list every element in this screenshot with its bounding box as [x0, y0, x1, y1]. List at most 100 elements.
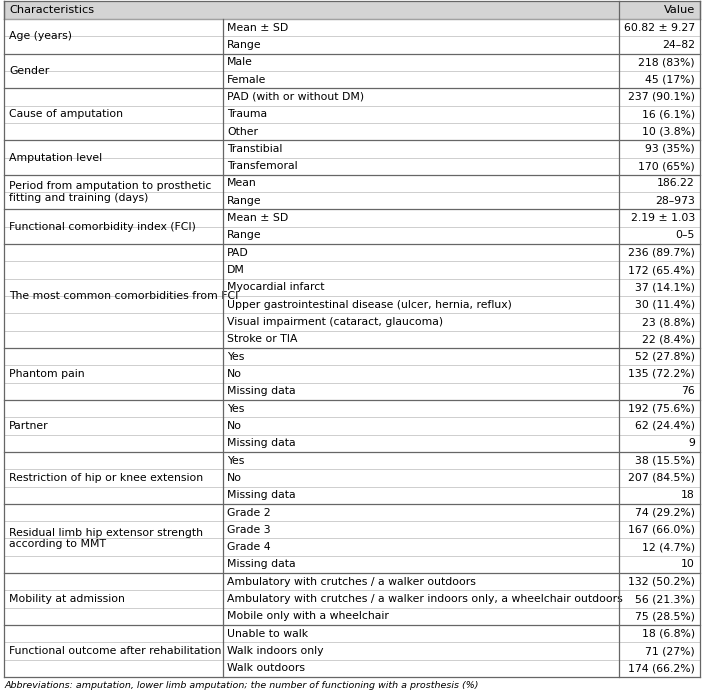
Text: Restriction of hip or knee extension: Restriction of hip or knee extension [9, 473, 203, 483]
Bar [4, 608, 700, 625]
Bar [4, 556, 700, 573]
Bar [4, 53, 700, 71]
Text: Yes: Yes [227, 455, 244, 466]
Text: 38 (15.5%): 38 (15.5%) [635, 455, 695, 466]
Text: 62 (24.4%): 62 (24.4%) [635, 421, 695, 431]
Text: Transfemoral: Transfemoral [227, 161, 298, 171]
Text: 218 (83%): 218 (83%) [639, 58, 695, 67]
Bar [4, 313, 700, 331]
Bar [4, 348, 700, 365]
Text: Transtibial: Transtibial [227, 144, 282, 154]
Text: 16 (6.1%): 16 (6.1%) [642, 109, 695, 119]
Bar [4, 1, 700, 19]
Text: 23 (8.8%): 23 (8.8%) [642, 317, 695, 327]
Bar [4, 244, 700, 261]
Bar [4, 209, 700, 227]
Text: Functional comorbidity index (FCI): Functional comorbidity index (FCI) [9, 222, 196, 231]
Bar [4, 435, 700, 452]
Text: DM: DM [227, 265, 245, 275]
Text: Mean: Mean [227, 179, 257, 188]
Bar [4, 105, 700, 123]
Bar [4, 469, 700, 486]
Text: PAD: PAD [227, 248, 249, 258]
Bar [4, 642, 700, 660]
Text: 28–973: 28–973 [655, 196, 695, 206]
Text: 93 (35%): 93 (35%) [646, 144, 695, 154]
Text: 12 (4.7%): 12 (4.7%) [642, 542, 695, 552]
Bar [4, 88, 700, 105]
Text: Range: Range [227, 40, 262, 50]
Bar [4, 660, 700, 677]
Text: Missing data: Missing data [227, 559, 296, 570]
Text: 186.22: 186.22 [658, 179, 695, 188]
Text: 170 (65%): 170 (65%) [639, 161, 695, 171]
Text: Functional outcome after rehabilitation: Functional outcome after rehabilitation [9, 646, 221, 656]
Text: Trauma: Trauma [227, 109, 268, 119]
Text: 132 (50.2%): 132 (50.2%) [628, 577, 695, 587]
Text: Missing data: Missing data [227, 490, 296, 500]
Bar [4, 452, 700, 469]
Text: Female: Female [227, 75, 267, 85]
Text: 167 (66.0%): 167 (66.0%) [628, 525, 695, 535]
Text: Range: Range [227, 196, 262, 206]
Bar [4, 123, 700, 140]
Text: 60.82 ± 9.27: 60.82 ± 9.27 [624, 23, 695, 33]
Bar [4, 175, 700, 192]
Text: Missing data: Missing data [227, 386, 296, 396]
Bar [4, 296, 700, 313]
Text: Grade 3: Grade 3 [227, 525, 271, 535]
Text: 192 (75.6%): 192 (75.6%) [628, 403, 695, 414]
Text: Other: Other [227, 127, 258, 137]
Bar [4, 36, 700, 53]
Text: Age (years): Age (years) [9, 31, 72, 42]
Text: Abbreviations: amputation, lower limb amputation; the number of functioning with: Abbreviations: amputation, lower limb am… [4, 681, 479, 690]
Bar [4, 227, 700, 244]
Bar [4, 590, 700, 608]
Text: 135 (72.2%): 135 (72.2%) [628, 369, 695, 379]
Bar [4, 521, 700, 538]
Text: No: No [227, 421, 242, 431]
Text: Cause of amputation: Cause of amputation [9, 109, 123, 119]
Bar [4, 157, 700, 175]
Text: Walk indoors only: Walk indoors only [227, 646, 324, 656]
Bar [4, 261, 700, 279]
Text: Myocardial infarct: Myocardial infarct [227, 282, 325, 292]
Text: Amputation level: Amputation level [9, 152, 102, 163]
Text: 172 (65.4%): 172 (65.4%) [628, 265, 695, 275]
Bar [4, 486, 700, 504]
Text: Range: Range [227, 231, 262, 240]
Text: Grade 2: Grade 2 [227, 507, 271, 518]
Text: Yes: Yes [227, 351, 244, 362]
Text: Unable to walk: Unable to walk [227, 629, 308, 639]
Text: No: No [227, 473, 242, 483]
Text: No: No [227, 369, 242, 379]
Text: Stroke or TIA: Stroke or TIA [227, 334, 298, 344]
Text: Walk outdoors: Walk outdoors [227, 663, 306, 674]
Text: Ambulatory with crutches / a walker indoors only, a wheelchair outdoors: Ambulatory with crutches / a walker indo… [227, 594, 623, 604]
Text: 71 (27%): 71 (27%) [646, 646, 695, 656]
Text: 237 (90.1%): 237 (90.1%) [628, 92, 695, 102]
Text: Mobile only with a wheelchair: Mobile only with a wheelchair [227, 611, 389, 622]
Text: Ambulatory with crutches / a walker outdoors: Ambulatory with crutches / a walker outd… [227, 577, 476, 587]
Bar [4, 140, 700, 157]
Bar [4, 19, 700, 36]
Text: 174 (66.2%): 174 (66.2%) [628, 663, 695, 674]
Bar [4, 573, 700, 590]
Text: 18: 18 [681, 490, 695, 500]
Bar [4, 625, 700, 642]
Bar [4, 192, 700, 209]
Bar [4, 400, 700, 417]
Text: Partner: Partner [9, 421, 49, 431]
Text: 9: 9 [688, 438, 695, 448]
Text: Yes: Yes [227, 403, 244, 414]
Text: 75 (28.5%): 75 (28.5%) [635, 611, 695, 622]
Text: Characteristics: Characteristics [9, 5, 94, 15]
Text: 74 (29.2%): 74 (29.2%) [635, 507, 695, 518]
Text: Mobility at admission: Mobility at admission [9, 594, 125, 604]
Bar [4, 504, 700, 521]
Text: Period from amputation to prosthetic
fitting and training (days): Period from amputation to prosthetic fit… [9, 182, 211, 203]
Text: 22 (8.4%): 22 (8.4%) [642, 334, 695, 344]
Text: 45 (17%): 45 (17%) [646, 75, 695, 85]
Text: Residual limb hip extensor strength
according to MMT: Residual limb hip extensor strength acco… [9, 527, 203, 550]
Text: Value: Value [664, 5, 695, 15]
